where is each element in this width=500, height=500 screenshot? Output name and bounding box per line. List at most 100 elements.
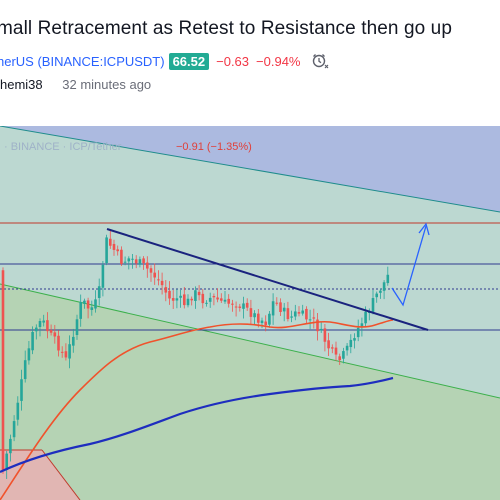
candle-body <box>297 312 301 314</box>
candle-body <box>171 298 175 301</box>
candle-body <box>127 258 131 262</box>
symbol-link[interactable]: herUS (BINANCE:ICPUSDT) <box>0 53 165 69</box>
candle-body <box>35 327 38 332</box>
candle-body <box>308 319 312 321</box>
candle-body <box>1 270 5 470</box>
candle-body <box>282 307 286 312</box>
candle-body <box>101 264 105 288</box>
candle-body <box>268 313 271 325</box>
candle-body <box>220 298 223 301</box>
chart-watermark: · BINANCE · ICP/Tether <box>4 141 122 153</box>
price-chart[interactable]: · BINANCE · ICP/Tether −0.91 (−1.35%) <box>0 126 500 500</box>
candle-body <box>186 298 190 306</box>
candle-body <box>90 307 94 310</box>
candle-body <box>146 262 149 269</box>
candle-body <box>356 327 360 338</box>
candle-body <box>208 297 212 302</box>
candle-body <box>27 348 31 361</box>
candle-body <box>375 293 378 298</box>
candle-body <box>12 421 16 438</box>
candle-body <box>264 321 267 326</box>
candle-body <box>275 302 279 304</box>
candle-body <box>142 258 145 264</box>
candle-body <box>120 249 123 265</box>
candle-body <box>238 306 242 308</box>
candle-body <box>212 296 216 298</box>
candle-body <box>271 301 275 316</box>
red-zone-edge <box>41 449 81 500</box>
candle-body <box>294 311 297 317</box>
price-change: −0.63 <box>216 53 250 69</box>
candle-body <box>279 302 282 313</box>
candle-body <box>227 298 230 304</box>
candle-body <box>131 258 134 260</box>
candle-body <box>223 299 227 302</box>
chart-header-change: −0.91 (−1.35%) <box>176 141 252 153</box>
projection-arrow[interactable] <box>391 225 427 307</box>
candle-body <box>234 306 238 308</box>
projection-arrowhead <box>418 222 430 236</box>
candle-body <box>164 287 168 293</box>
candle-body <box>97 286 101 298</box>
candle-body <box>157 279 160 281</box>
candle-body <box>360 323 364 328</box>
candle-body <box>371 298 375 312</box>
candle-body <box>57 335 60 351</box>
descending-trendline <box>106 228 429 331</box>
publish-time: 32 minutes ago <box>62 77 152 92</box>
candle-body <box>175 298 179 301</box>
candle-body <box>75 319 79 335</box>
price-change-percent: −0.94% <box>256 53 301 69</box>
candle-body <box>153 272 156 278</box>
candle-body <box>257 313 260 323</box>
candle-body <box>23 360 27 380</box>
candle-body <box>319 328 323 331</box>
candle-body <box>83 300 86 304</box>
slow-moving-average <box>0 376 394 473</box>
candle-body <box>353 338 356 341</box>
candle-body <box>46 320 49 332</box>
candle-body <box>334 347 338 355</box>
candle-body <box>134 259 138 264</box>
candle-body <box>194 290 197 301</box>
candle-body <box>197 291 201 296</box>
candle-body <box>242 303 245 309</box>
candle-body <box>349 339 353 348</box>
candle-body <box>345 345 349 351</box>
candle-body <box>338 356 341 361</box>
candle-body <box>342 351 345 359</box>
idea-title: mall Retracement as Retest to Resistance… <box>0 18 452 39</box>
candle-body <box>31 331 34 351</box>
candle-body <box>386 274 390 284</box>
candle-body <box>216 297 219 300</box>
candle-body <box>68 344 71 359</box>
candle-body <box>112 243 116 250</box>
candle-body <box>290 316 293 318</box>
author-name[interactable]: hemi38 <box>0 77 43 92</box>
candle-body <box>79 302 82 319</box>
candle-body <box>245 302 249 308</box>
candle-body <box>149 268 153 273</box>
candle-body <box>312 317 316 319</box>
candle-body <box>16 402 20 420</box>
candle-body <box>260 320 264 324</box>
channel-lower-zone <box>0 284 500 500</box>
candle-body <box>5 453 8 470</box>
candle-body <box>382 282 386 291</box>
alert-clock-icon[interactable] <box>310 51 330 71</box>
symbol-row: herUS (BINANCE:ICPUSDT) 66.52 −0.63 −0.9… <box>0 52 330 70</box>
candle-body <box>190 298 193 301</box>
candle-body <box>301 310 304 314</box>
candle-body <box>183 294 186 306</box>
candle-body <box>94 299 97 309</box>
fast-moving-average <box>0 319 394 500</box>
candle-body <box>331 347 334 349</box>
candle-body <box>231 303 234 305</box>
candle-body <box>138 259 142 265</box>
candle-body <box>42 320 45 323</box>
candle-body <box>64 351 68 358</box>
price-badge: 66.52 <box>168 52 210 70</box>
candle-body <box>323 328 327 342</box>
candle-body <box>305 308 308 320</box>
candle-body <box>364 311 367 324</box>
